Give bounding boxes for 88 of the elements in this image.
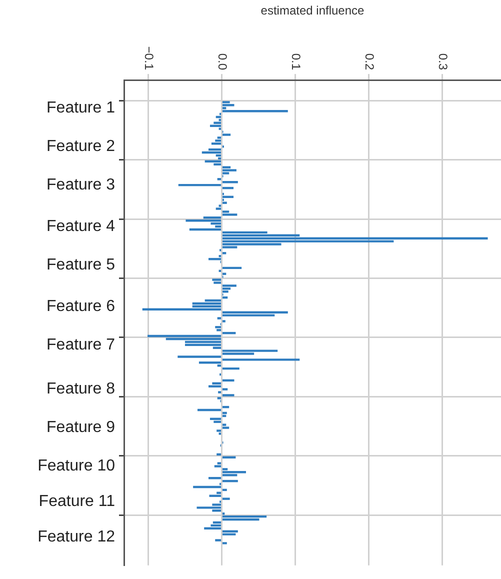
- bar: [222, 214, 238, 216]
- bar: [148, 334, 221, 338]
- bar: [222, 480, 238, 482]
- bar: [216, 453, 221, 456]
- bar: [216, 208, 221, 210]
- y-tick-label: Feature 2: [46, 138, 116, 155]
- bar: [215, 326, 221, 328]
- bar: [222, 101, 230, 104]
- bar: [222, 367, 240, 370]
- y-tick-label: Feature 12: [38, 528, 116, 546]
- bar: [214, 282, 221, 284]
- bar: [204, 160, 221, 163]
- bar: [214, 465, 221, 468]
- bar: [212, 382, 221, 384]
- bar: [222, 110, 288, 112]
- bar: [208, 258, 221, 260]
- bar: [216, 430, 221, 432]
- bar: [222, 311, 288, 314]
- bar: [222, 530, 238, 532]
- bar: [222, 186, 234, 190]
- bar: [215, 539, 221, 542]
- x-tick-label: −0.1: [142, 46, 156, 70]
- bar: [189, 228, 221, 231]
- bar: [217, 136, 221, 139]
- y-tick-label: Feature 11: [38, 493, 116, 510]
- bar: [222, 533, 236, 536]
- bar: [210, 418, 221, 420]
- y-tick-label: Feature 4: [46, 218, 116, 235]
- bar: [192, 302, 221, 305]
- bar: [196, 506, 221, 509]
- bar: [222, 515, 267, 518]
- bar: [222, 426, 230, 429]
- x-tick-label: 0.1: [288, 53, 303, 70]
- bar: [222, 394, 234, 396]
- y-tick-label: Feature 9: [46, 419, 116, 436]
- x-axis-title: estimated influence: [260, 4, 365, 18]
- y-tick-label: Feature 5: [46, 256, 116, 274]
- bar: [208, 385, 221, 388]
- bar: [216, 328, 221, 332]
- bar: [197, 408, 221, 412]
- y-tick-label: Feature 7: [46, 336, 116, 354]
- bar: [209, 494, 221, 497]
- bar: [184, 344, 221, 346]
- bar: [198, 362, 221, 364]
- x-tick-label: 0.2: [362, 53, 376, 70]
- bar: [222, 412, 227, 414]
- y-tick-label: Feature 1: [46, 100, 116, 117]
- y-tick-label: Feature 6: [46, 298, 116, 315]
- bar: [222, 320, 226, 322]
- bar: [222, 290, 228, 293]
- bar: [222, 181, 238, 184]
- bar: [178, 356, 221, 358]
- bar: [222, 252, 226, 254]
- bar: [217, 397, 221, 400]
- bar: [178, 184, 221, 186]
- bar: [222, 424, 226, 426]
- bar: [212, 278, 221, 281]
- bar: [217, 317, 221, 320]
- bar: [222, 358, 300, 361]
- bar: [222, 284, 236, 287]
- bar: [217, 462, 221, 464]
- y-tick-label: Feature 10: [38, 458, 116, 475]
- bar: [214, 122, 221, 124]
- bar: [222, 498, 230, 500]
- bar: [218, 391, 221, 394]
- bar: [222, 134, 231, 136]
- bar: [217, 178, 221, 180]
- bar: [222, 196, 234, 198]
- bar: [222, 350, 278, 352]
- bar: [186, 219, 221, 222]
- x-tick-label: 0.0: [215, 53, 230, 70]
- y-tick-label: Feature 3: [46, 176, 116, 194]
- bar: [222, 388, 228, 390]
- bar: [214, 420, 221, 423]
- bar: [142, 308, 221, 310]
- bar: [222, 488, 227, 492]
- bar: [208, 476, 221, 480]
- bar: [222, 202, 227, 204]
- bar: [210, 124, 221, 127]
- bar: [215, 140, 221, 142]
- bar: [222, 542, 227, 544]
- bar: [193, 486, 221, 488]
- y-tick-label: Feature 8: [46, 380, 116, 398]
- bar: [222, 104, 234, 106]
- bar: [222, 169, 236, 172]
- x-tick-label: 0.3: [436, 53, 450, 70]
- bar: [204, 527, 221, 530]
- bar: [222, 471, 246, 474]
